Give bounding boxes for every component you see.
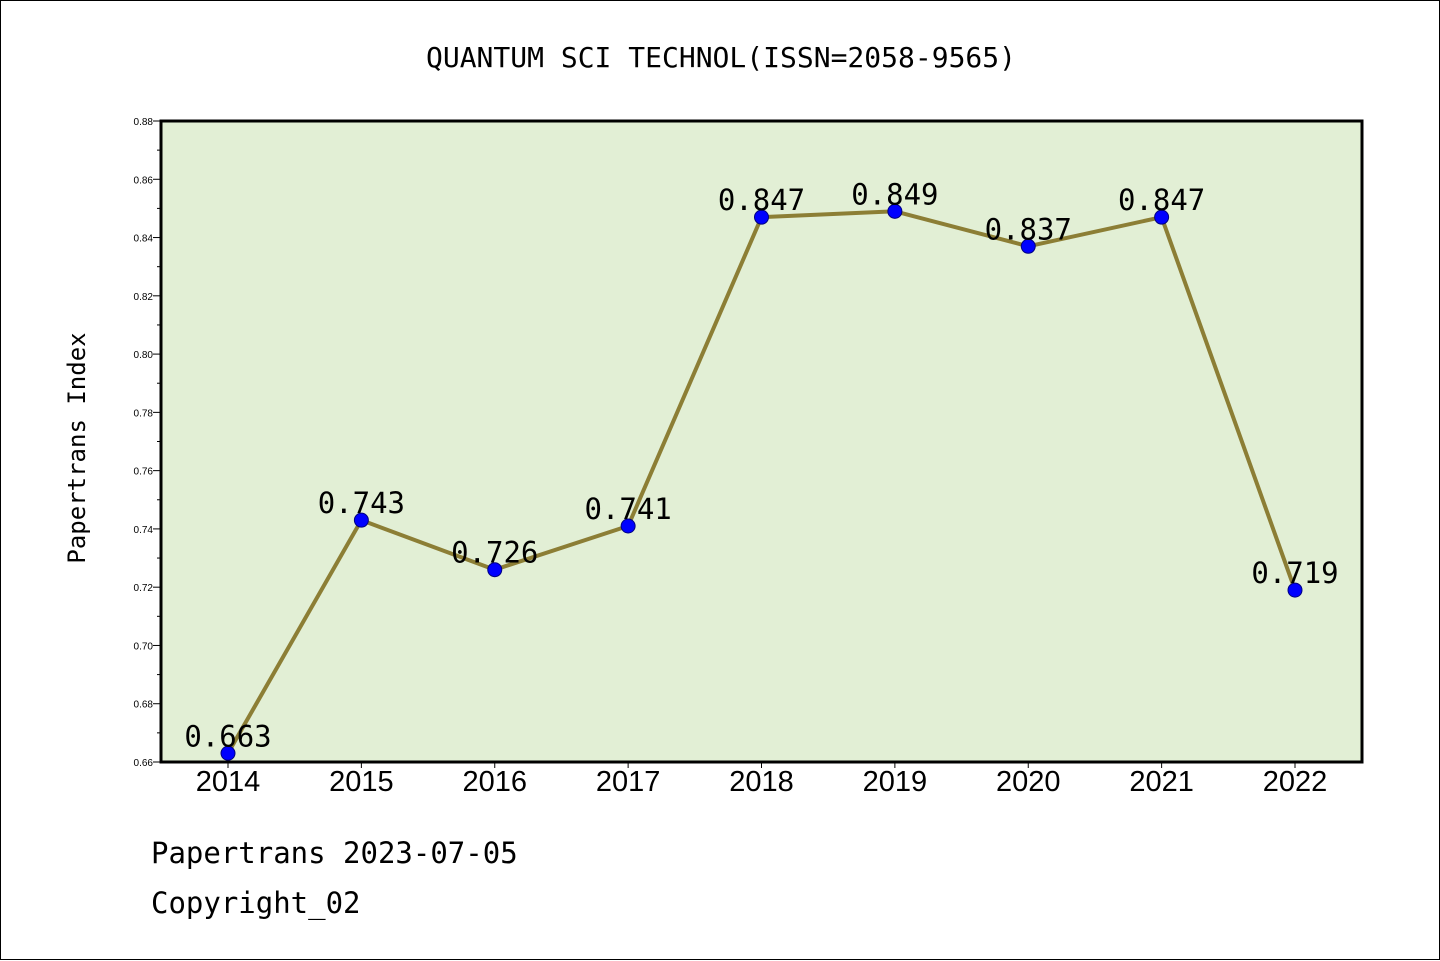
data-label: 0.741	[584, 492, 671, 526]
data-label: 0.847	[1118, 183, 1205, 217]
data-point	[620, 518, 636, 534]
data-label: 0.847	[718, 183, 805, 217]
data-point	[487, 562, 503, 578]
plot-border	[159, 119, 1364, 764]
y-tick-label: 0.74	[134, 525, 154, 536]
y-tick-label: 0.66	[134, 758, 154, 769]
data-point	[1287, 582, 1303, 598]
y-tick-label: 0.84	[134, 234, 154, 245]
chart-title: QUANTUM SCI TECHNOL(ISSN=2058-9565)	[426, 41, 1016, 74]
data-label: 0.849	[851, 177, 938, 211]
x-tick-label: 2016	[462, 766, 527, 798]
x-axis: 2014 2015 2016 2017 2018 2019 2020 2021 2022	[196, 762, 1328, 798]
x-tick-label: 2014	[196, 766, 261, 798]
x-tick-label: 2018	[729, 766, 794, 798]
plot-area	[161, 121, 1362, 762]
footer-copyright: Copyright_02	[151, 886, 361, 920]
footer-source: Papertrans 2023-07-05	[151, 836, 518, 870]
data-point	[1154, 209, 1170, 225]
y-tick-label: 0.78	[134, 408, 154, 419]
data-point	[220, 745, 236, 761]
data-point	[754, 209, 769, 225]
y-tick-label: 0.88	[134, 117, 154, 128]
x-tick-label: 2017	[596, 766, 661, 798]
y-axis-label: Papertrans Index	[63, 332, 91, 563]
y-tick-label: 0.86	[134, 175, 154, 186]
x-tick-label: 2019	[863, 766, 928, 798]
data-point	[353, 512, 369, 528]
data-label: 0.719	[1251, 556, 1338, 590]
y-tick-label: 0.68	[134, 700, 154, 711]
y-axis: 0.66 0.68 0.70 0.72 0.74 0.76 0.78 0.80 0.82 0.84…	[134, 117, 161, 769]
y-tick-label: 0.72	[134, 583, 154, 594]
x-tick-label: 2022	[1263, 766, 1328, 798]
data-labels: 0.663 0.743 0.726 0.741 0.847 0.849 0.837 0.847…	[184, 177, 1338, 753]
series-markers	[220, 203, 1303, 761]
x-tick-label: 2015	[329, 766, 394, 798]
y-tick-label: 0.76	[134, 467, 154, 478]
x-tick-label: 2020	[996, 766, 1061, 798]
data-point	[887, 203, 903, 219]
data-label: 0.743	[318, 486, 405, 520]
y-tick-label: 0.82	[134, 292, 154, 303]
data-point	[1020, 238, 1036, 254]
data-label: 0.837	[985, 212, 1072, 246]
x-tick-label: 2021	[1129, 766, 1194, 798]
y-tick-label: 0.80	[134, 350, 154, 361]
data-label: 0.663	[184, 719, 271, 753]
y-tick-label: 0.70	[134, 641, 154, 652]
data-label: 0.726	[451, 536, 538, 570]
